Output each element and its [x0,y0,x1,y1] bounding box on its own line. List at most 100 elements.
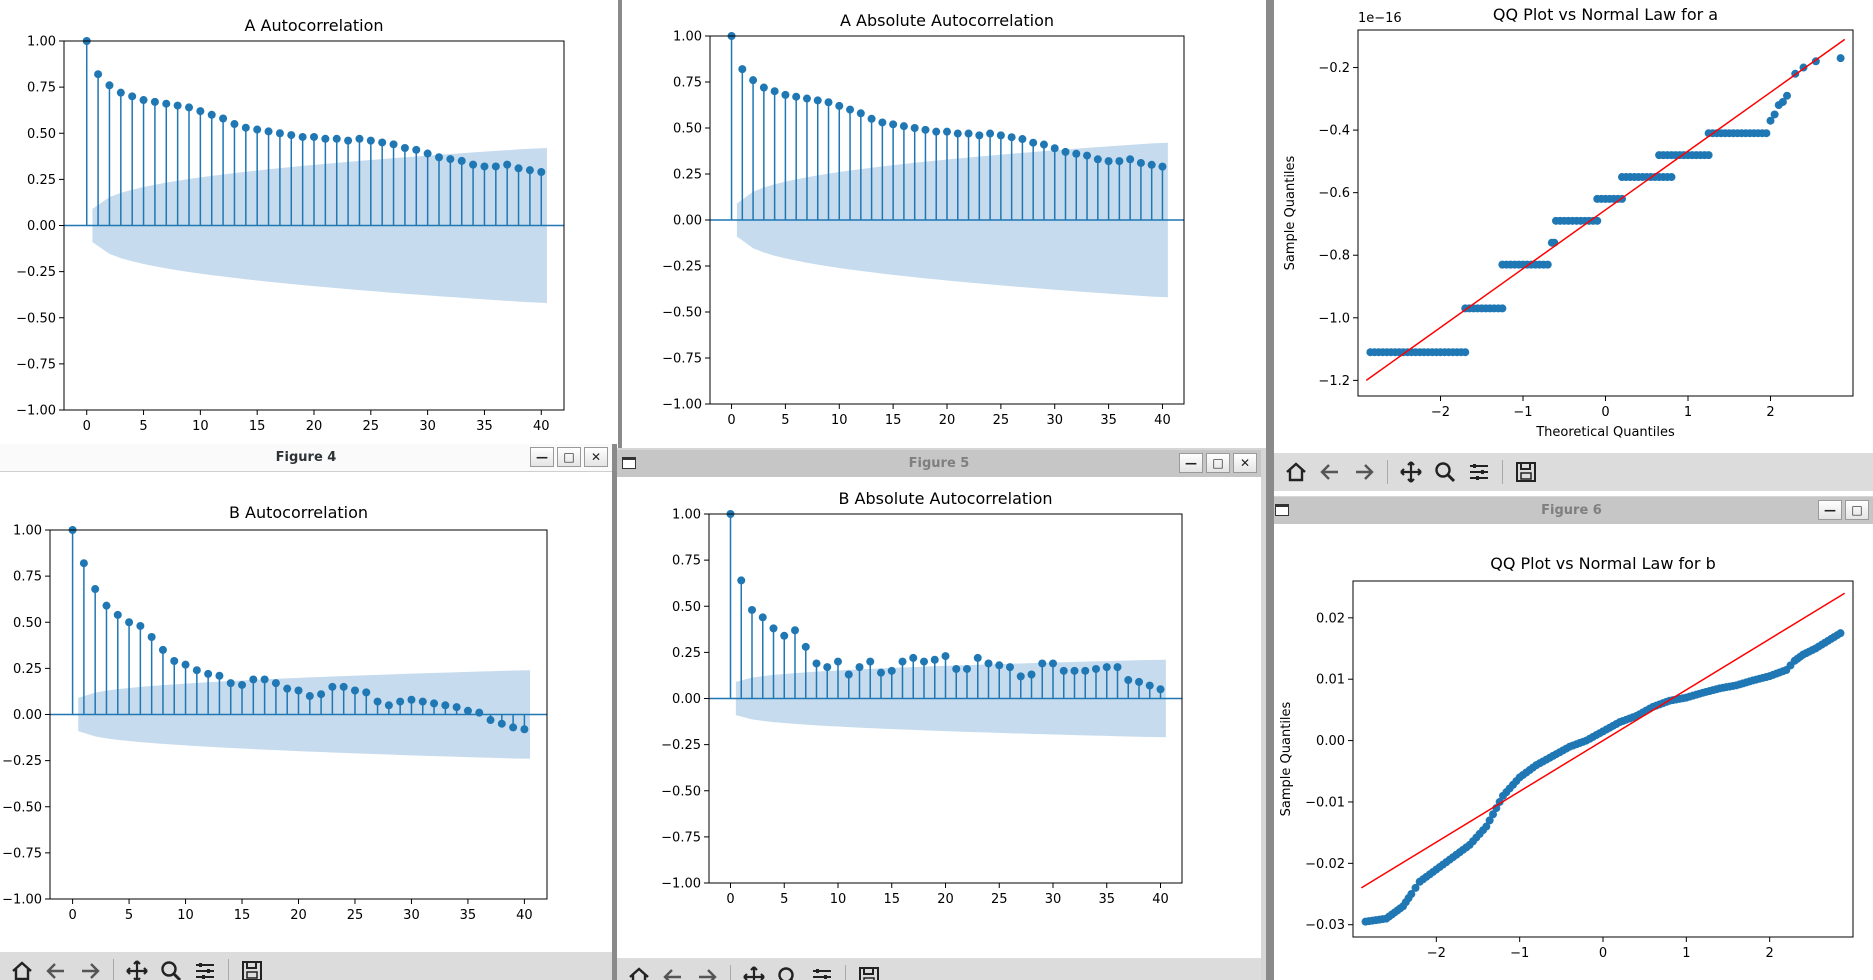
x-tick-label: −2 [1427,946,1446,961]
toolbar-separator [1387,460,1388,484]
home-icon[interactable] [8,957,36,980]
axes-frame [1357,29,1854,397]
stem-marker [249,675,258,684]
back-icon[interactable] [659,963,687,980]
close-button[interactable]: ✕ [1233,453,1257,473]
x-tick-label: 35 [1100,413,1117,428]
maximize-button[interactable]: □ [1845,500,1869,520]
zoom-icon[interactable] [1431,458,1459,486]
x-tick-label: 15 [234,908,251,923]
stem-marker [116,88,125,97]
minimize-button[interactable]: — [1179,453,1203,473]
x-tick-label: 10 [831,413,848,428]
stem-marker [824,98,833,107]
stem-marker [497,719,506,728]
y-tick-label: 0.75 [13,570,42,585]
x-tick-label: 20 [937,892,954,907]
stem-marker [930,655,939,664]
pan-icon[interactable] [1397,458,1425,486]
stem-marker [525,166,534,175]
figure-5-window: Figure 5 — □ ✕ B Absolute Autocorrelatio… [617,450,1261,980]
x-tick-label: 5 [780,892,788,907]
figure-5-titlebar[interactable]: Figure 5 — □ ✕ [617,450,1261,477]
stem-marker [241,123,250,132]
x-tick-label: 25 [991,892,1008,907]
window-menu-icon[interactable] [622,457,636,469]
stem-marker [801,642,810,651]
stem-marker [147,633,156,642]
configure-icon[interactable] [1465,458,1493,486]
home-icon[interactable] [1282,458,1310,486]
stem-marker [339,682,348,691]
y-tick-label: −0.2 [1318,61,1350,76]
stem-marker [294,686,303,695]
figure-4-titlebar[interactable]: Figure 4 — □ ✕ [0,444,612,472]
stem-marker [909,653,918,662]
stem-marker [887,666,896,675]
home-icon[interactable] [625,963,653,980]
x-tick-label: 20 [939,413,956,428]
configure-icon[interactable] [808,963,836,980]
forward-icon[interactable] [76,957,104,980]
forward-icon[interactable] [693,963,721,980]
maximize-button[interactable]: □ [557,447,581,467]
x-tick-label: 40 [533,419,550,434]
stem-marker [1072,149,1081,158]
forward-icon[interactable] [1350,458,1378,486]
y-tick-label: −0.75 [2,846,42,861]
maximize-button[interactable]: □ [1206,453,1230,473]
stem-marker [1027,670,1036,679]
y-tick-label: 1.00 [27,35,56,50]
figure-6-window: Figure 6 — □ QQ Plot vs Normal Law for b… [1270,497,1873,980]
x-tick-label: 0 [68,908,76,923]
reference-line [1360,592,1846,889]
stem-marker [230,120,239,129]
y-tick-label: 0.25 [672,646,701,661]
axes-frame [63,40,565,411]
window-menu-icon[interactable] [1275,504,1289,516]
save-icon[interactable] [1512,458,1540,486]
stem-marker [355,134,364,143]
x-tick-label: 30 [1045,892,1062,907]
stem-marker [418,697,427,706]
stem-marker [275,129,284,138]
stem-marker [260,675,269,684]
x-tick-label: 5 [125,908,133,923]
stem-marker [537,167,546,176]
qq-point [1770,110,1779,119]
back-icon[interactable] [1316,458,1344,486]
save-icon[interactable] [855,963,883,980]
save-icon[interactable] [238,957,266,980]
minimize-button[interactable]: — [530,447,554,467]
configure-icon[interactable] [191,957,219,980]
back-icon[interactable] [42,957,70,980]
y-tick-label: 0.25 [27,173,56,188]
pan-icon[interactable] [740,963,768,980]
stem-marker [748,605,756,614]
y-tick-label: 1.00 [672,508,701,523]
close-button[interactable]: ✕ [584,447,608,467]
qq-point [1762,129,1771,138]
stem-marker [378,138,387,147]
y-tick-label: 0.25 [13,662,42,677]
y-tick-label: −0.50 [662,306,702,321]
qq-point [1783,91,1791,100]
stem-marker [1050,144,1059,153]
x-tick-label: 0 [1601,405,1609,420]
x-tick-label: 25 [363,419,380,434]
stem-marker [964,129,973,138]
qq-point [1411,883,1420,892]
x-tick-label: 1 [1682,946,1690,961]
zoom-icon[interactable] [157,957,185,980]
stem-marker [749,76,758,85]
stem-marker [305,692,314,701]
stem-marker [350,686,359,695]
stem-marker [150,97,159,106]
zoom-icon[interactable] [774,963,802,980]
pan-icon[interactable] [123,957,151,980]
minimize-button[interactable]: — [1818,500,1842,520]
x-tick-label: 0 [726,892,734,907]
y-tick-label: −0.02 [1305,857,1345,872]
x-tick-label: 35 [476,419,493,434]
figure-6-titlebar[interactable]: Figure 6 — □ [1270,497,1873,524]
